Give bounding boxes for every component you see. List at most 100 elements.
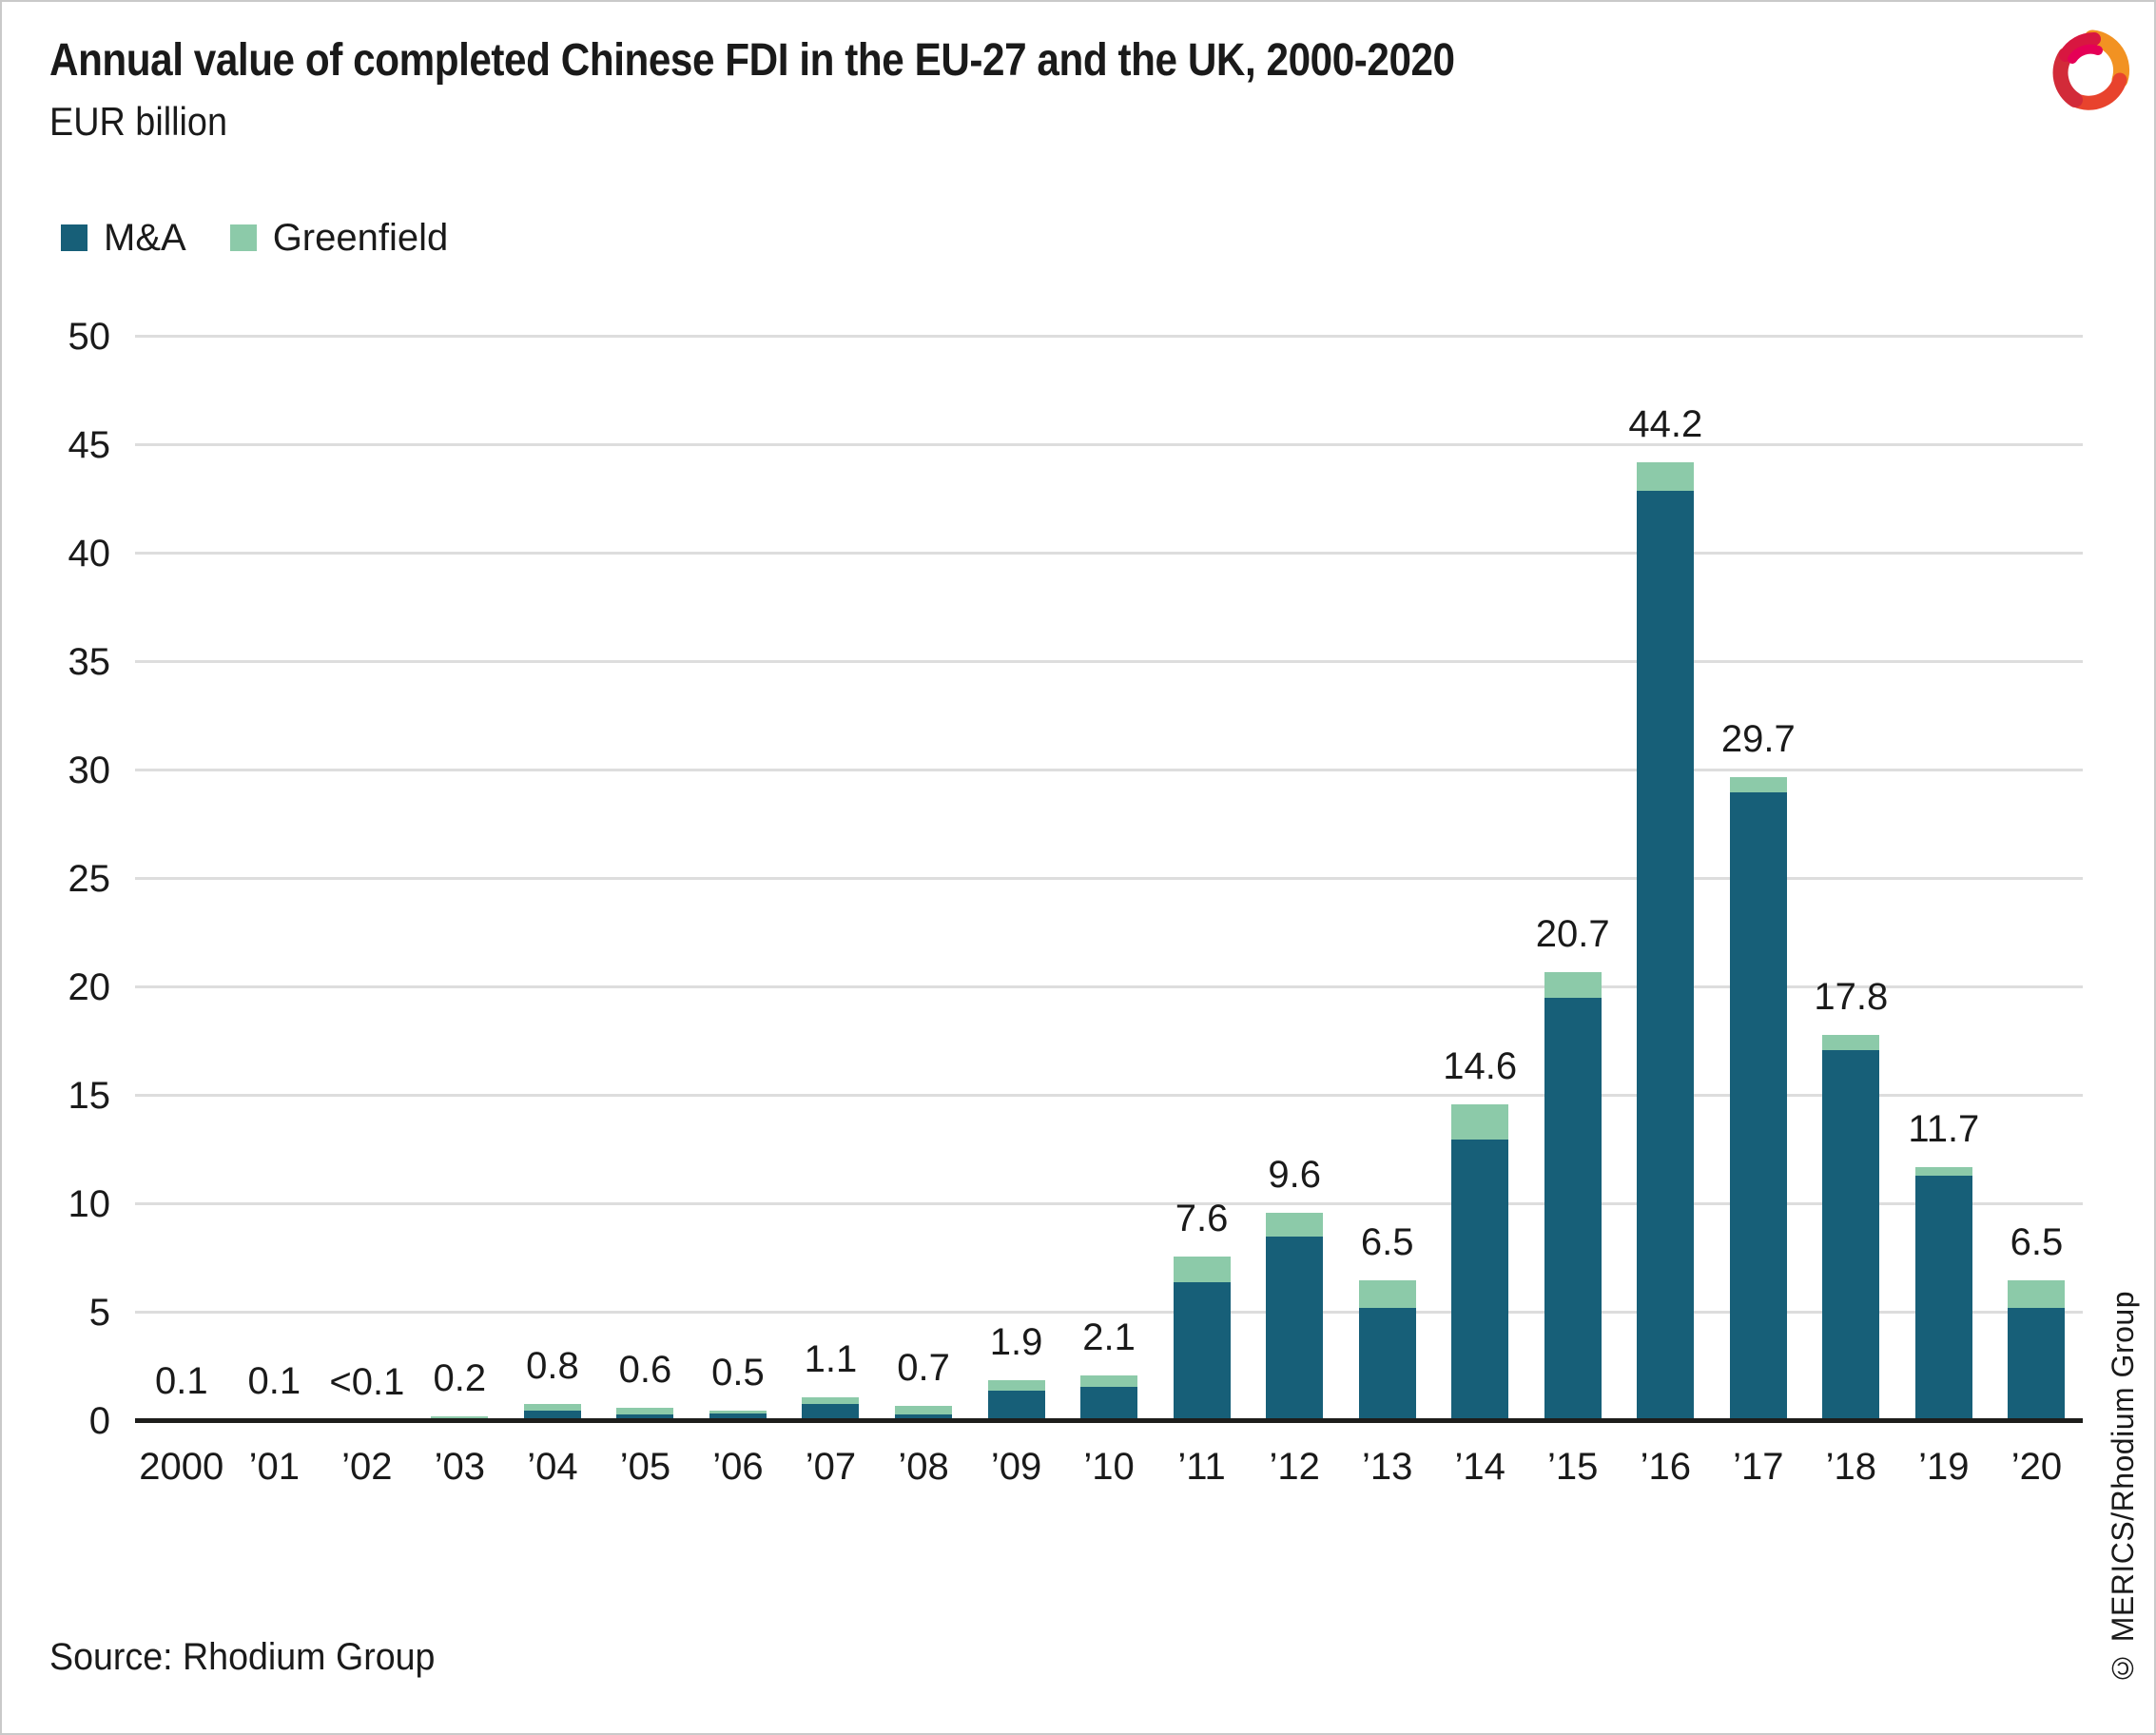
bar-value-label: 2.1 (1082, 1316, 1136, 1359)
bar-value-label: 0.7 (897, 1347, 950, 1390)
x-axis-label: ’09 (990, 1446, 1042, 1488)
x-axis-label: ’10 (1083, 1446, 1135, 1488)
gridline-40 (135, 552, 2083, 555)
bar-slot-18: 17.8 ’18 (1805, 337, 1898, 1488)
bar-value-label: 0.5 (711, 1351, 765, 1394)
gridline-45 (135, 443, 2083, 446)
bar-07 (802, 1396, 860, 1421)
copyright-note: © MERICS/Rhodium Group (2106, 1290, 2140, 1686)
bar-slot-06: 0.5 ’06 (691, 337, 785, 1488)
bar-16 (1637, 462, 1695, 1421)
bar-slot-10: 2.1 ’10 (1062, 337, 1156, 1488)
y-tick-50: 50 (68, 316, 111, 358)
y-tick-45: 45 (68, 424, 111, 466)
y-tick-25: 25 (68, 858, 111, 900)
bar-value-label: 44.2 (1628, 403, 1703, 446)
x-axis-label: 2000 (139, 1446, 224, 1488)
bar-value-label: 17.8 (1814, 976, 1889, 1019)
bar-10 (1080, 1375, 1138, 1421)
bar-value-label: 20.7 (1535, 913, 1610, 956)
bar-08 (895, 1406, 953, 1421)
bar-value-label: 6.5 (1360, 1220, 1414, 1263)
x-axis-label: ’13 (1361, 1446, 1413, 1488)
bar-value-label: 1.1 (804, 1337, 858, 1380)
y-tick-40: 40 (68, 533, 111, 575)
bar-13 (1358, 1279, 1416, 1421)
gridline-5 (135, 1311, 2083, 1314)
mna-segment (709, 1413, 767, 1421)
bar-value-label: 7.6 (1175, 1197, 1229, 1239)
bar-05 (616, 1408, 674, 1421)
mna-segment (1637, 490, 1695, 1421)
bar-value-label: 0.2 (433, 1357, 487, 1400)
greenfield-segment (523, 1403, 581, 1411)
x-axis-label: ’06 (712, 1446, 764, 1488)
legend-color-chip (229, 224, 257, 251)
bar-slot-08: 0.7 ’08 (877, 337, 970, 1488)
bar-20 (2008, 1279, 2066, 1421)
y-tick-10: 10 (68, 1183, 111, 1225)
x-axis-label: ’18 (1825, 1446, 1877, 1488)
bar-slot-20: 6.5 ’20 (1991, 337, 2084, 1488)
x-axis-label: ’17 (1733, 1446, 1784, 1488)
bar-slot-07: 1.1 ’07 (785, 337, 878, 1488)
greenfield-segment (1266, 1213, 1324, 1238)
source-note: Source: Rhodium Group (49, 1636, 436, 1678)
x-axis-label: ’11 (1177, 1446, 1226, 1488)
bar-19 (1914, 1167, 1972, 1421)
bar-04 (523, 1403, 581, 1421)
bar-value-label: 9.6 (1268, 1154, 1321, 1197)
bar-slot-04: 0.8 ’04 (506, 337, 599, 1488)
mna-segment (987, 1391, 1045, 1421)
x-axis-label: ’04 (527, 1446, 578, 1488)
greenfield-segment (1914, 1167, 1972, 1177)
gridline-20 (135, 985, 2083, 988)
bar-slot-09: 1.9 ’09 (970, 337, 1063, 1488)
y-tick-0: 0 (88, 1400, 110, 1442)
greenfield-segment (1080, 1375, 1138, 1387)
x-axis-label: ’20 (2010, 1446, 2063, 1488)
x-axis-label: ’19 (1918, 1446, 1970, 1488)
x-axis-label: ’05 (619, 1446, 671, 1488)
greenfield-segment (1544, 972, 1602, 999)
bar-value-label: 6.5 (2010, 1220, 2064, 1263)
mna-segment (895, 1414, 953, 1421)
legend-color-chip (61, 224, 87, 251)
plot-area: 0.1 2000 0.1 ’01 <0.1’02 0.2’03 0.8’04 0.6 ’05 0.… (135, 335, 2084, 1488)
bar-slot-02: <0.1 ’02 (320, 337, 414, 1488)
mna-segment (1358, 1308, 1416, 1421)
bar-value-label: 0.1 (247, 1359, 301, 1402)
bar-value-label: 29.7 (1720, 717, 1796, 760)
bar-slot-03: 0.2 ’03 (414, 337, 507, 1488)
bar-slot-14: 14.6 ’14 (1433, 337, 1526, 1488)
greenfield-segment (1822, 1035, 1880, 1051)
mna-segment (1544, 998, 1602, 1421)
y-tick-20: 20 (68, 966, 111, 1008)
legend-item-greenfield: Greenfield (229, 219, 448, 257)
greenfield-segment (802, 1396, 860, 1404)
x-axis-label: ’01 (248, 1446, 300, 1488)
bar-11 (1173, 1256, 1231, 1421)
bar-slot-12: 9.6 ’12 (1248, 337, 1341, 1488)
bar-value-label: 0.6 (618, 1349, 672, 1392)
legend-item-ma: M&A (61, 217, 186, 259)
x-axis-label: ’16 (1640, 1446, 1691, 1488)
mna-segment (802, 1403, 860, 1421)
mna-segment (2008, 1308, 2066, 1421)
y-tick-5: 5 (88, 1292, 110, 1334)
bar-value-label: <0.1 (329, 1361, 405, 1404)
y-tick-15: 15 (68, 1075, 111, 1117)
bar-09 (987, 1379, 1045, 1421)
bar-14 (1451, 1104, 1509, 1421)
x-axis-label: ’12 (1269, 1446, 1320, 1488)
bar-value-label: 11.7 (1908, 1108, 1980, 1151)
bar-slot-01: 0.1 ’01 (228, 337, 321, 1488)
x-axis-line (135, 1418, 2083, 1423)
chart-subtitle: EUR billion (49, 99, 227, 144)
gridline-35 (135, 660, 2083, 663)
bars-container: 0.1 2000 0.1 ’01 <0.1’02 0.2’03 0.8’04 0.6 ’05 0.… (135, 337, 2084, 1488)
legend-label: M&A (104, 217, 186, 259)
bar-slot-11: 7.6 ’11 (1156, 337, 1249, 1488)
bar-06 (709, 1410, 767, 1421)
